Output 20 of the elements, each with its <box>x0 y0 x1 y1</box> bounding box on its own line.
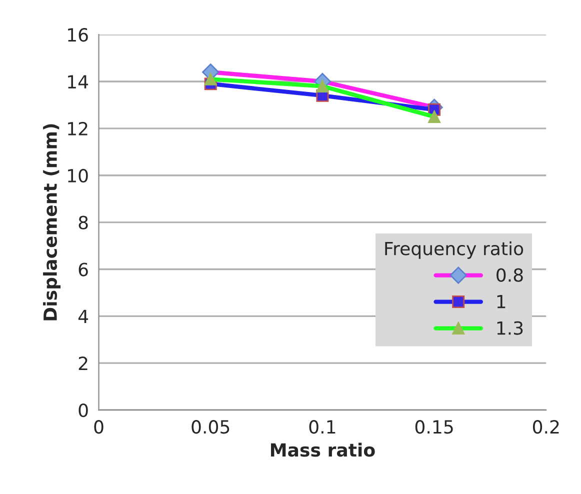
legend-label: 1.3 <box>497 321 523 335</box>
x-tick-label: 0.1 <box>309 420 336 434</box>
y-tick-label: 12 <box>68 122 88 136</box>
y-tick-label: 6 <box>78 262 88 276</box>
x-tick-label: 0.05 <box>192 420 230 434</box>
legend-label: 1 <box>497 294 506 308</box>
y-tick-label: 8 <box>78 216 88 230</box>
x-tick-label: 0.2 <box>532 420 559 434</box>
y-tick-label: 10 <box>68 168 88 182</box>
x-axis-title: Mass ratio <box>270 442 375 457</box>
x-tick-label: 0.15 <box>415 420 453 434</box>
legend-title: Frequency ratio <box>385 241 524 259</box>
y-tick-label: 2 <box>78 356 88 370</box>
legend-label: 0.8 <box>496 268 523 282</box>
y-tick-label: 16 <box>68 28 88 42</box>
y-tick-label: 14 <box>68 75 88 88</box>
y-tick-label: 0 <box>78 403 88 418</box>
y-tick-label: 4 <box>78 310 88 324</box>
y-axis-title: Displacement (mm) <box>43 124 61 320</box>
x-tick-label: 0 <box>94 420 104 434</box>
